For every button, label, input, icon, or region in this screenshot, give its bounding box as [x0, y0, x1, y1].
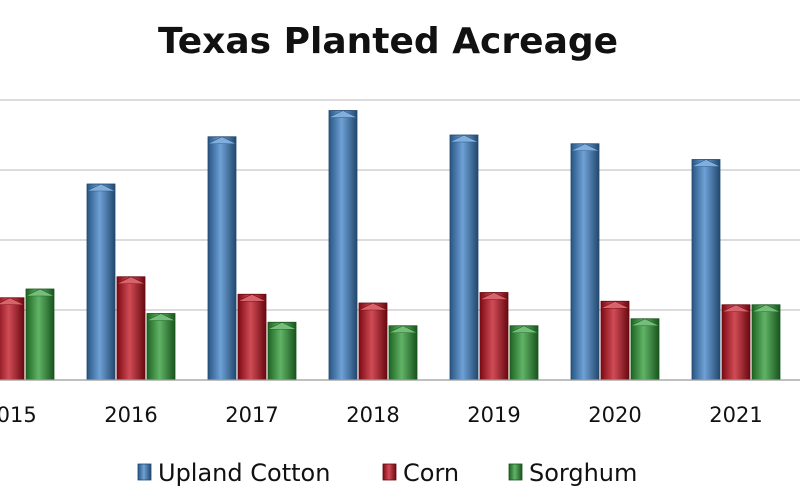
x-tick-labels: 2015 2016 2017 2018 2019 2020 2021 [0, 403, 763, 427]
legend-swatch [382, 463, 397, 481]
bar-upland-cotton-2020 [570, 143, 600, 381]
bar-corn-2015 [0, 297, 25, 381]
legend-item-upland-cotton: Upland Cotton [137, 459, 330, 487]
gridlines [0, 99, 800, 311]
bar-corn-2016 [116, 276, 146, 381]
bar-corn-2019 [479, 292, 509, 381]
x-tick-label: 2015 [0, 403, 37, 427]
bar-sorghum-2015 [25, 288, 55, 381]
bar-upland-cotton-2021 [691, 159, 721, 381]
bar-corn-2020 [600, 300, 630, 381]
bar-upland-cotton-2019 [449, 134, 479, 381]
bar-sorghum-2016 [146, 313, 176, 381]
bar-corn-2018 [358, 302, 388, 381]
legend-label: Upland Cotton [158, 459, 330, 487]
legend-label: Corn [403, 459, 459, 487]
bar-upland-cotton-2016 [86, 183, 116, 381]
legend: Upland Cotton Corn Sorghum [137, 459, 637, 487]
legend-item-sorghum: Sorghum [508, 459, 637, 487]
x-tick-label: 2021 [709, 403, 762, 427]
x-tick-label: 2019 [467, 403, 520, 427]
bar-corn-2017 [237, 293, 267, 381]
bar-sorghum-2018 [388, 325, 418, 381]
legend-label: Sorghum [529, 459, 637, 487]
bar-corn-2021 [721, 304, 751, 381]
bar-sorghum-2021 [751, 304, 781, 381]
legend-swatch [508, 463, 523, 481]
bar-sorghum-2019 [509, 325, 539, 381]
x-tick-label: 2016 [104, 403, 157, 427]
bar-sorghum-2017 [267, 321, 297, 381]
bar-upland-cotton-2017 [207, 136, 237, 381]
x-tick-label: 2017 [225, 403, 278, 427]
x-tick-label: 2018 [346, 403, 399, 427]
legend-item-corn: Corn [382, 459, 459, 487]
bar-sorghum-2020 [630, 318, 660, 381]
legend-swatch [137, 463, 152, 481]
bars-group [0, 110, 781, 381]
bar-upland-cotton-2018 [328, 110, 358, 381]
chart-title: Texas Planted Acreage [158, 21, 618, 62]
x-tick-label: 2020 [588, 403, 641, 427]
